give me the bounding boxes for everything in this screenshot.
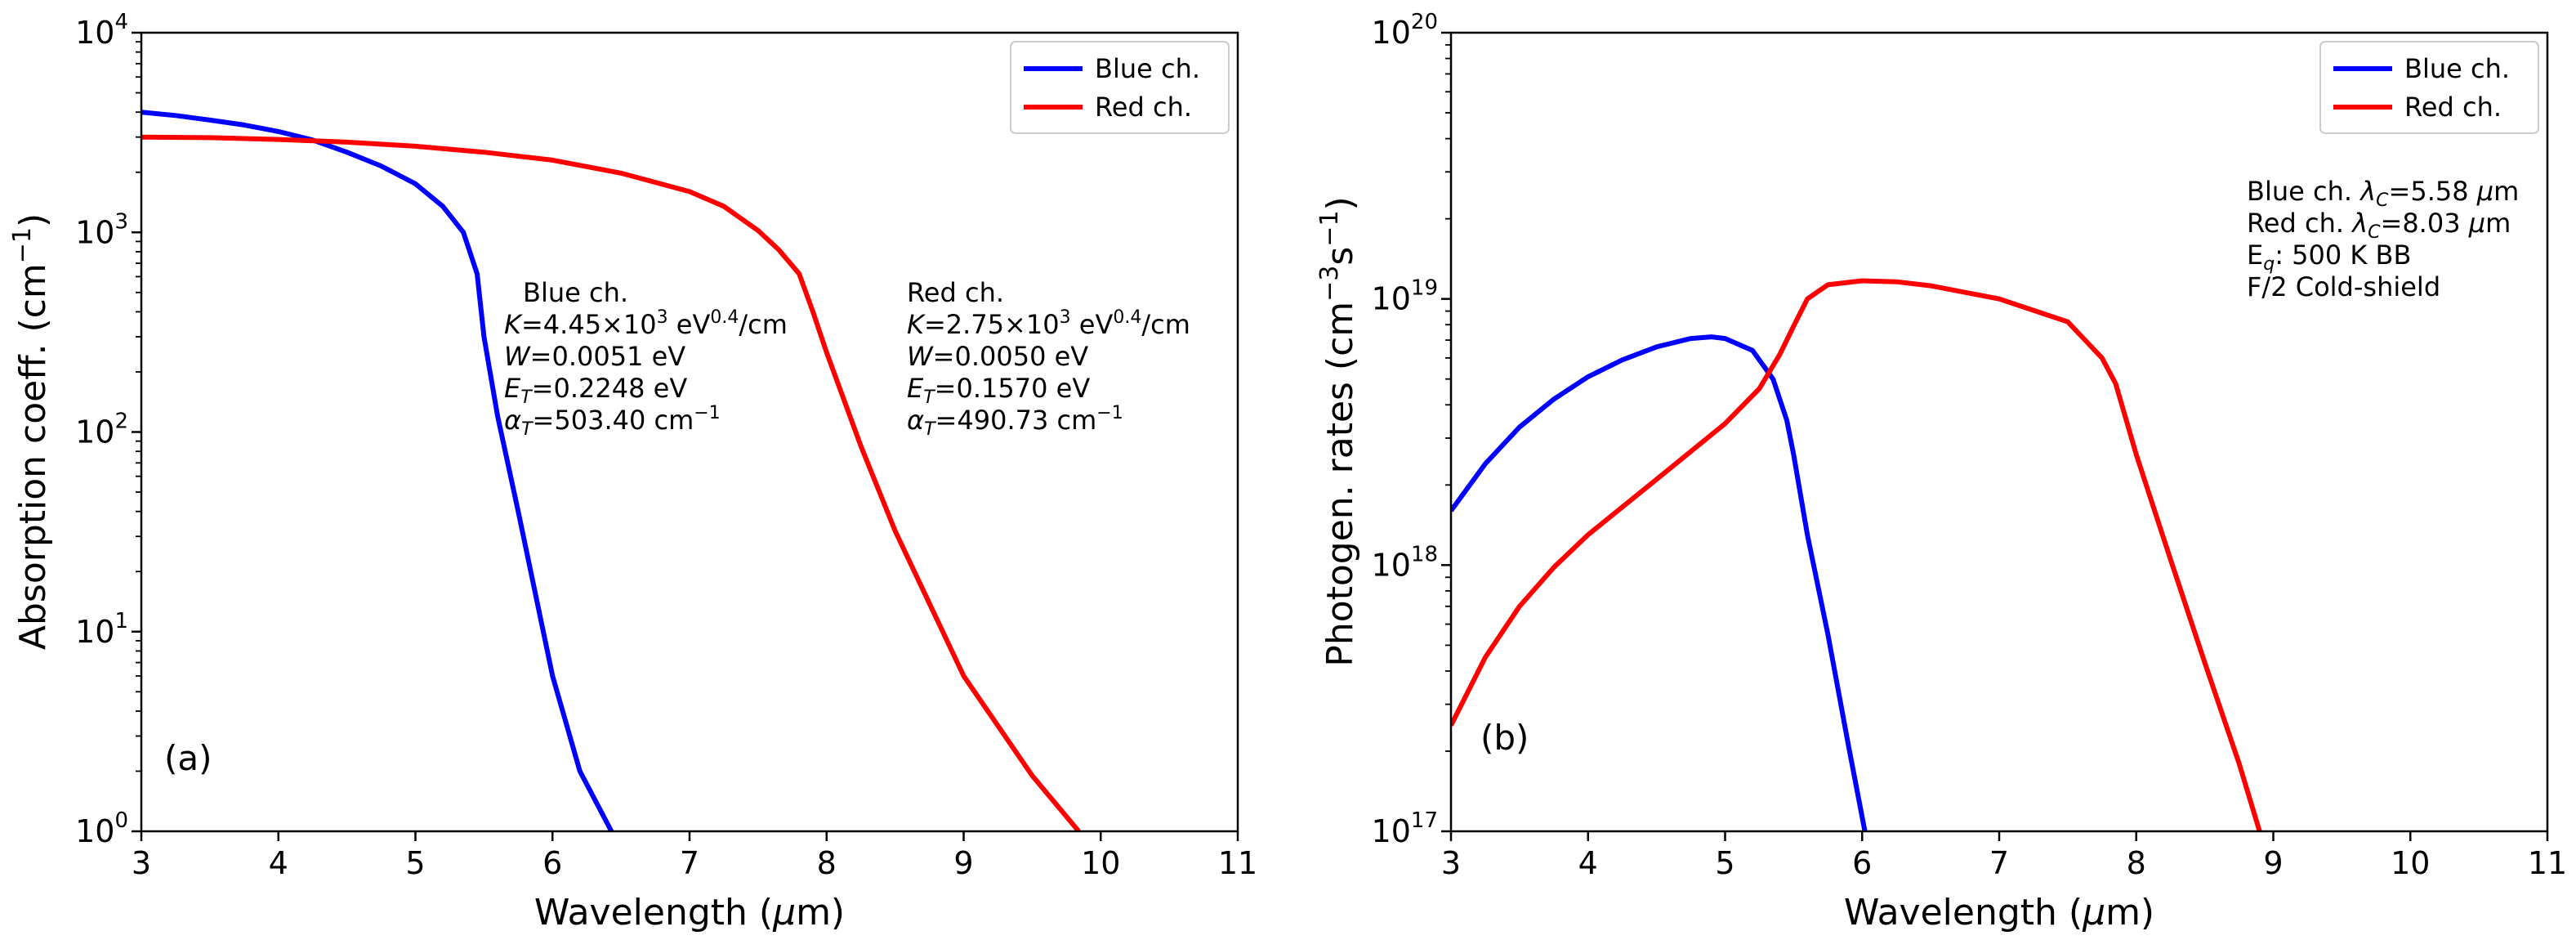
panel-b-series-blue-line <box>1451 334 1868 831</box>
panel-a-series-red-line <box>141 134 1081 831</box>
panel-b-x-tick-label: 11 <box>2528 845 2567 881</box>
panel-a-x-tick-label: 3 <box>132 845 151 881</box>
panel-a-legend-label-red: Red ch. <box>1095 92 1192 123</box>
panel-b-x-tick-label: 5 <box>1715 845 1734 881</box>
annotation-line: F/2 Cold-shield <box>2247 271 2440 302</box>
panel-b-legend: Blue ch. Red ch. <box>2319 41 2539 134</box>
panel-a-y-tick-label: 101 <box>75 609 128 650</box>
panel-a-label: (a) <box>164 738 212 778</box>
panel-b-plot-area <box>1451 33 2547 831</box>
panel-a-x-ticks: 3 4 5 6 7 8 9 10 11 <box>132 831 1257 881</box>
panel-a-annotation-red: Red ch. K=2.75×103 eV0.4/cm W=0.0050 eV … <box>907 277 1190 440</box>
panel-a-x-tick-label: 4 <box>269 845 288 881</box>
panel-a-series-blue-line <box>141 110 614 831</box>
panel-b-x-ticks: 3 4 5 6 7 8 9 10 11 <box>1441 831 2567 881</box>
panel-a-x-tick-label: 6 <box>542 845 562 881</box>
annotation-line: Blue ch. <box>523 277 628 308</box>
annotation-line: Red ch. <box>907 277 1004 308</box>
panel-a-y-axis-title: Absorption coeff. (cm−1) <box>8 213 54 650</box>
annotation-line: Eq: 500 K BB <box>2247 239 2411 275</box>
panel-a-legend-label-blue: Blue ch. <box>1095 53 1200 84</box>
annotation-line: K=4.45×103 eV0.4/cm <box>504 307 788 340</box>
panel-b-legend-box <box>2319 41 2539 134</box>
panel-a-x-tick-label: 11 <box>1218 845 1257 881</box>
panel-b-legend-label-red: Red ch. <box>2404 92 2502 123</box>
annotation-line: αT=503.40 cm−1 <box>504 403 721 440</box>
panel-b-photogeneration-rates: 3 4 5 6 7 8 9 10 11 1017 1018 1019 1020 Wavelength … <box>1315 10 2567 933</box>
panel-a-x-tick-label: 9 <box>953 845 973 881</box>
panel-b-y-tick-label: 1018 <box>1372 542 1438 583</box>
panel-b-label: (b) <box>1480 718 1529 758</box>
panel-b-axes-frame <box>1449 31 2549 833</box>
panel-a-x-axis-title: Wavelength (μm) <box>534 892 845 933</box>
panel-a-y-tick-label: 102 <box>75 410 128 450</box>
panel-b-y-axis-title: Photogen. rates (cm−3s−1) <box>1315 196 1361 666</box>
panel-a-absorption-coefficient: 3 4 5 6 7 8 9 10 11 100 101 102 103 104 Wavelength (… <box>8 10 1257 933</box>
panel-b-legend-label-blue: Blue ch. <box>2404 53 2510 84</box>
panel-a-x-tick-label: 8 <box>817 845 837 881</box>
panel-b-y-ticks: 1017 1018 1019 1020 <box>1372 10 1451 849</box>
panel-b-y-tick-label: 1019 <box>1372 276 1438 317</box>
panel-b-x-tick-label: 7 <box>1989 845 2009 881</box>
annotation-line: αT=490.73 cm−1 <box>907 403 1123 440</box>
annotation-line: W=0.0051 eV <box>504 341 685 372</box>
panel-b-x-tick-label: 10 <box>2391 845 2430 881</box>
panel-a-axes-frame <box>140 31 1239 833</box>
panel-b-x-axis-title: Wavelength (μm) <box>1844 892 2154 933</box>
panel-a-annotation-blue: Blue ch. K=4.45×103 eV0.4/cm W=0.0051 eV… <box>504 277 788 440</box>
annotation-line: K=2.75×103 eV0.4/cm <box>907 307 1190 340</box>
panel-b-x-tick-label: 6 <box>1852 845 1872 881</box>
panel-a-plot-area <box>141 33 1238 831</box>
panel-b-x-tick-label: 9 <box>2263 845 2283 881</box>
panel-a-y-tick-label: 104 <box>75 10 128 51</box>
panel-a-x-tick-label: 7 <box>680 845 699 881</box>
panel-a-y-ticks: 100 101 102 103 104 <box>75 10 141 849</box>
annotation-line: ET=0.2248 eV <box>504 373 687 408</box>
annotation-line: W=0.0050 eV <box>907 341 1088 372</box>
panel-b-series-red-line <box>1451 278 2262 831</box>
panel-a-legend: Blue ch. Red ch. <box>1010 41 1230 134</box>
panel-a-y-tick-label: 103 <box>75 209 128 250</box>
panel-b-y-tick-label: 1020 <box>1372 10 1438 51</box>
panel-b-x-tick-label: 3 <box>1441 845 1461 881</box>
panel-b-x-tick-label: 4 <box>1578 845 1598 881</box>
panel-b-x-tick-label: 8 <box>2127 845 2146 881</box>
panel-a-legend-box <box>1010 41 1230 134</box>
panel-a-x-tick-label: 5 <box>405 845 425 881</box>
panel-a-y-tick-label: 100 <box>75 808 128 849</box>
panel-b-y-tick-label: 1017 <box>1372 808 1438 849</box>
annotation-line: ET=0.1570 eV <box>907 373 1090 408</box>
panel-a-x-tick-label: 10 <box>1081 845 1120 881</box>
